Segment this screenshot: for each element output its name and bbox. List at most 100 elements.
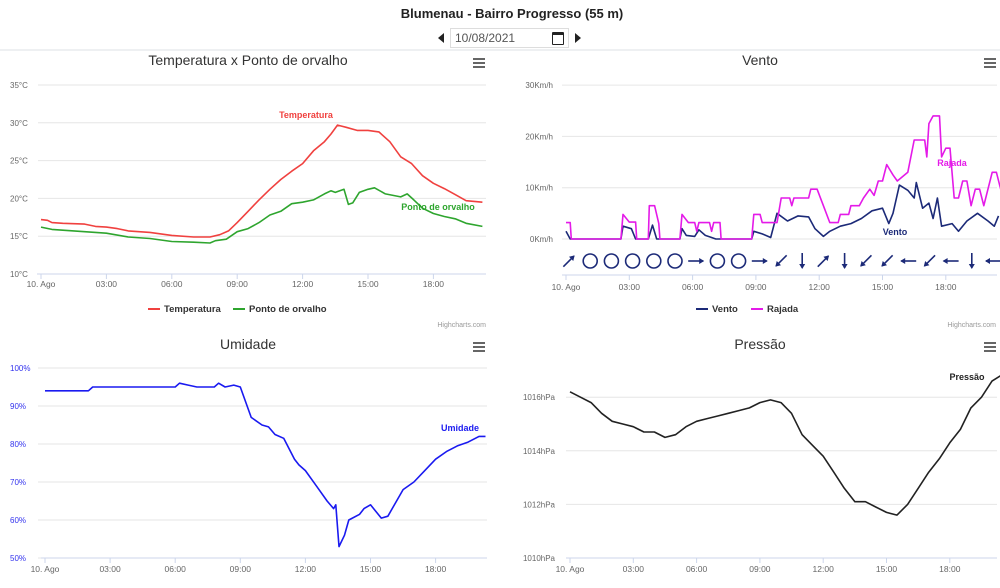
legend-item[interactable]: Rajada	[751, 304, 799, 315]
arrow-head	[841, 264, 848, 269]
x-tick-label: 09:00	[749, 564, 771, 574]
highcharts-credit-link[interactable]: Highcharts.com	[947, 322, 996, 329]
arrow-head	[923, 261, 930, 267]
legend-label: Rajada	[767, 304, 799, 315]
y-tick-label: 1016hPa	[523, 393, 556, 402]
wind-arrow-icon	[923, 254, 936, 267]
x-tick-label: 18:00	[423, 279, 445, 289]
y-tick-label: 25°C	[10, 157, 28, 166]
x-tick-label: 09:00	[230, 564, 252, 574]
series-label: Vento	[883, 227, 908, 237]
y-tick-label: 10°C	[10, 270, 28, 279]
arrow-head	[985, 258, 990, 264]
chart-title: Umidade	[220, 336, 276, 352]
x-tick-label: 09:00	[227, 279, 249, 289]
y-tick-label: 1010hPa	[523, 554, 556, 563]
y-tick-label: 30°C	[10, 119, 28, 128]
series-line-umidade[interactable]	[45, 382, 486, 548]
series-label: Umidade	[441, 423, 479, 433]
menu-icon[interactable]	[473, 58, 485, 68]
x-tick-label: 18:00	[939, 564, 961, 574]
menu-icon-bar	[473, 66, 485, 68]
x-tick-label: 03:00	[96, 279, 118, 289]
chart-hum: Umidade 50% 60% 70% 80% 90% 100% 10. Ago 03:00 06…	[10, 336, 487, 574]
series-label: Temperatura	[279, 110, 334, 120]
x-tick-label: 06:00	[686, 564, 708, 574]
menu-icon-bar	[984, 342, 996, 344]
y-tick-label: 60%	[10, 516, 26, 525]
y-tick-label: 20Km/h	[525, 132, 553, 141]
wind-arrow-icon	[562, 255, 575, 268]
series-label: Ponto de orvalho	[401, 202, 475, 212]
page-title: Blumenau - Bairro Progresso (55 m)	[400, 6, 624, 21]
legend-item[interactable]: Vento	[696, 304, 738, 315]
x-tick-label: 18:00	[935, 282, 957, 292]
y-tick-label: 1014hPa	[523, 447, 556, 456]
menu-icon-bar	[473, 62, 485, 64]
x-tick-label: 09:00	[745, 282, 767, 292]
wind-arrow-icon	[799, 253, 806, 269]
y-tick-label: 90%	[10, 402, 26, 411]
wind-arrow-icon	[942, 258, 959, 264]
series-line-ponto-de-orvalho[interactable]	[40, 187, 483, 244]
arrow-head	[762, 258, 768, 264]
calm-circle-icon	[603, 253, 620, 269]
y-tick-label: 30Km/h	[525, 81, 553, 90]
x-tick-label: 18:00	[425, 564, 447, 574]
series-label: Rajada	[937, 158, 968, 168]
legend-label: Temperatura	[164, 304, 222, 315]
chart-title: Temperatura x Ponto de orvalho	[148, 52, 347, 68]
series-line-vento[interactable]	[565, 181, 1000, 240]
menu-icon-bar	[984, 66, 996, 68]
legend-item[interactable]: Ponto de orvalho	[233, 304, 327, 315]
x-tick-label: 10. Ago	[27, 279, 56, 289]
legend-label: Vento	[712, 304, 738, 315]
y-tick-label: 80%	[10, 440, 26, 449]
previous-day-button[interactable]	[438, 33, 444, 43]
wind-arrow-icon	[968, 253, 975, 269]
y-tick-label: 1012hPa	[523, 500, 556, 509]
x-tick-label: 10. Ago	[552, 282, 581, 292]
x-tick-label: 10. Ago	[556, 564, 585, 574]
arrow-head	[699, 258, 705, 264]
x-tick-label: 12:00	[809, 282, 831, 292]
wind-arrow-icon	[841, 253, 848, 269]
chart-title: Vento	[742, 52, 778, 68]
calm-circle-icon	[709, 253, 726, 269]
chart-temp: Temperatura x Ponto de orvalho 10°C 15°C 20…	[10, 52, 486, 329]
series-line-rajada[interactable]	[566, 115, 1000, 240]
chart-title: Pressão	[734, 336, 786, 352]
x-tick-label: 03:00	[619, 282, 641, 292]
calm-circle-icon	[730, 253, 747, 269]
date-input[interactable]: 10/08/2021	[450, 28, 569, 48]
calm-circle-icon	[582, 253, 599, 269]
menu-icon-bar	[473, 342, 485, 344]
menu-icon[interactable]	[473, 342, 485, 352]
series-line-temperatura[interactable]	[40, 124, 483, 238]
menu-icon[interactable]	[984, 342, 996, 352]
arrow-head	[823, 255, 830, 261]
x-tick-label: 03:00	[623, 564, 645, 574]
wind-arrow-icon	[817, 255, 830, 268]
x-tick-label: 10. Ago	[31, 564, 60, 574]
calendar-icon[interactable]	[552, 31, 564, 45]
legend-item[interactable]: Temperatura	[148, 304, 222, 315]
wind-arrow-icon	[860, 254, 873, 267]
y-tick-label: 20°C	[10, 194, 28, 203]
calm-circle-icon	[667, 253, 683, 269]
wind-arrow-icon	[775, 254, 788, 267]
arrow-head	[968, 264, 975, 269]
menu-icon-bar	[984, 62, 996, 64]
menu-icon[interactable]	[984, 58, 996, 68]
x-tick-label: 06:00	[682, 282, 704, 292]
y-tick-label: 50%	[10, 554, 26, 563]
wind-arrow-icon	[900, 258, 917, 264]
y-tick-label: 35°C	[10, 81, 28, 90]
highcharts-credit-link[interactable]: Highcharts.com	[437, 322, 486, 329]
menu-icon-bar	[473, 346, 485, 348]
x-tick-label: 12:00	[295, 564, 317, 574]
y-tick-label: 100%	[10, 364, 30, 373]
series-line-pressão[interactable]	[569, 373, 1000, 516]
next-day-button[interactable]	[575, 33, 581, 43]
wind-arrow-icon	[985, 258, 1000, 264]
